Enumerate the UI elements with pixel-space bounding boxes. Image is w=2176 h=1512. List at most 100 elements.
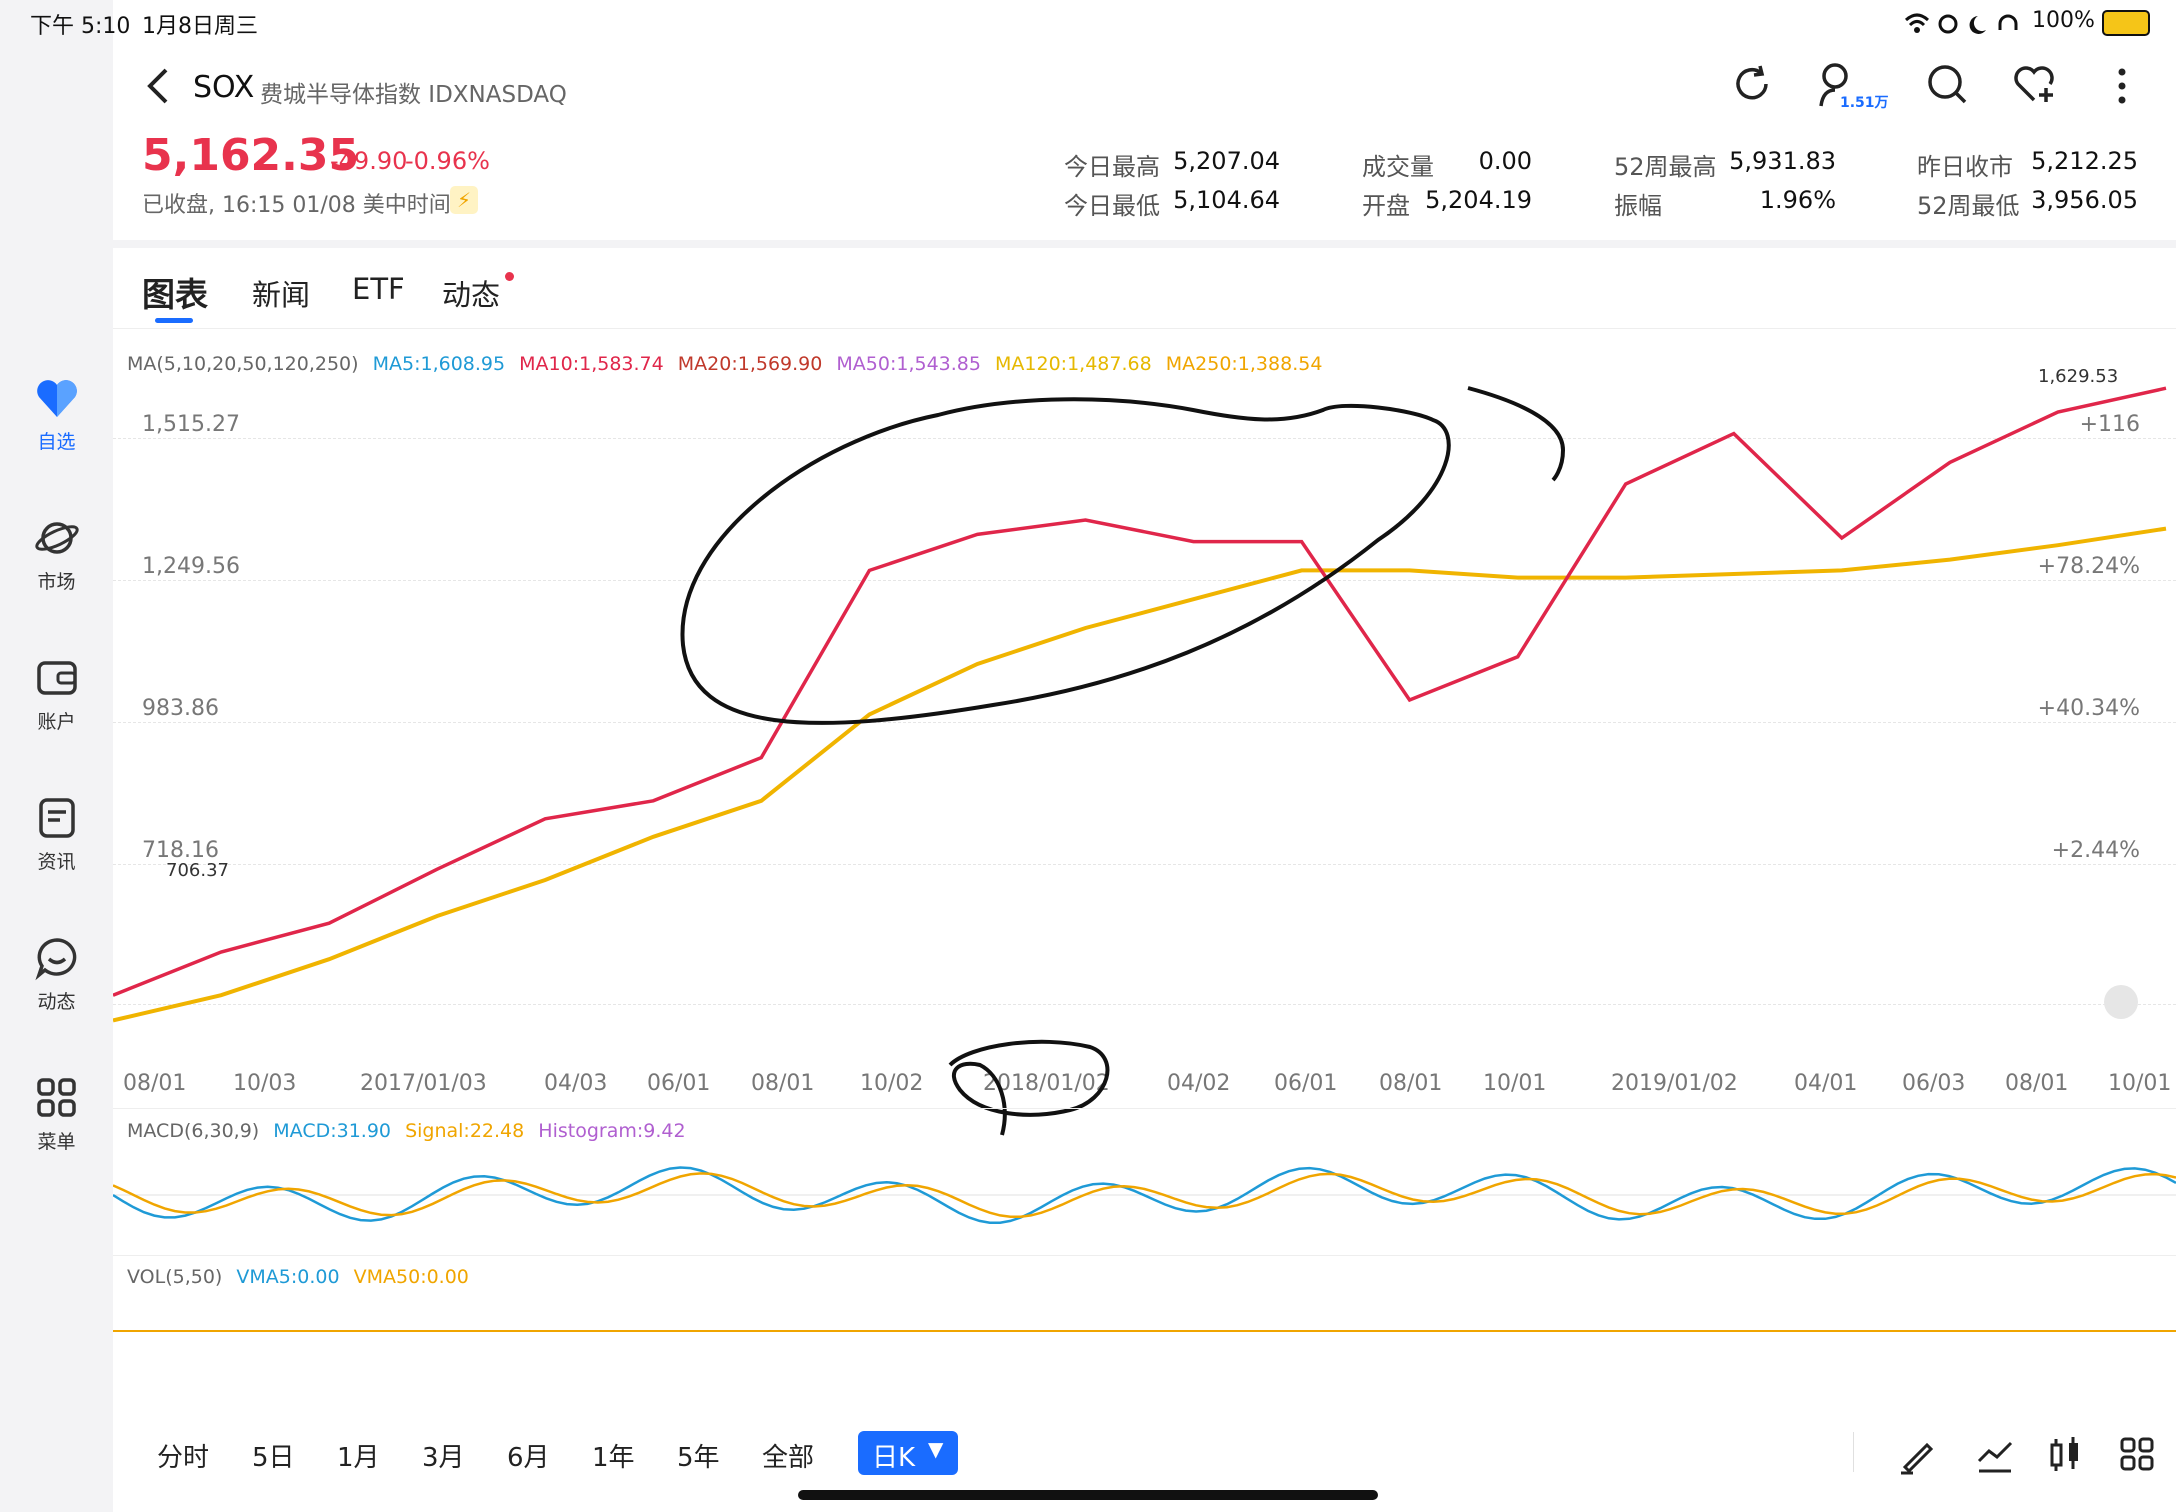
range-1y[interactable]: 1年 xyxy=(592,1443,635,1473)
ma-legend: MA(5,10,20,50,120,250) MA5:1,608.95 MA10… xyxy=(127,353,1322,375)
tab-news[interactable]: 新闻 xyxy=(252,278,311,312)
heart-icon xyxy=(36,380,77,417)
vol-title: VOL(5,50) xyxy=(127,1266,223,1288)
grid-line xyxy=(113,864,2176,865)
sidebar-item-watchlist[interactable]: 自选 xyxy=(0,375,113,454)
panel-separator xyxy=(113,1255,2176,1256)
stat-label: 昨日收市 xyxy=(1917,153,2013,181)
reset-zoom-icon[interactable] xyxy=(2104,985,2138,1019)
stat-label: 今日最低 xyxy=(1064,192,1160,220)
grid-line xyxy=(113,438,2176,439)
x-axis-label: 10/02 xyxy=(860,1071,924,1096)
range-intraday[interactable]: 分时 xyxy=(157,1443,210,1473)
stat-label: 振幅 xyxy=(1614,192,1662,220)
more-icon[interactable] xyxy=(2112,64,2132,108)
add-watchlist-heart-icon[interactable] xyxy=(2012,62,2060,106)
x-axis-label: 06/03 xyxy=(1902,1071,1966,1096)
sidebar-item-news[interactable]: 资讯 xyxy=(0,795,113,874)
range-all[interactable]: 全部 xyxy=(762,1443,815,1473)
stat-label: 52周最低 xyxy=(1917,192,2020,220)
panel-separator xyxy=(113,1108,2176,1109)
sidebar-item-activity[interactable]: 动态 xyxy=(0,935,113,1014)
interval-label: 日K xyxy=(872,1443,916,1473)
layout-grid-icon[interactable] xyxy=(2118,1435,2158,1475)
stat-label: 今日最高 xyxy=(1064,153,1160,181)
range-6m[interactable]: 6月 xyxy=(507,1443,550,1473)
x-axis-label: 10/03 xyxy=(233,1071,297,1096)
follow-icon[interactable] xyxy=(1815,60,1861,110)
pct-axis-label: +116 xyxy=(2079,412,2140,437)
macd-line xyxy=(113,1166,2176,1224)
planet-icon xyxy=(34,522,79,554)
macd-legend: MACD(6,30,9) MACD:31.90 Signal:22.48 His… xyxy=(127,1120,686,1142)
sidebar-item-label: 资讯 xyxy=(37,851,76,873)
subscriber-count: 1.51万 xyxy=(1840,95,1889,111)
range-5y[interactable]: 5年 xyxy=(677,1443,720,1473)
ma5-value: MA5:1,608.95 xyxy=(372,353,506,375)
stat-value: 5,204.19 xyxy=(1425,186,1532,214)
grid-line xyxy=(113,1004,2176,1005)
hand-drawn-date-circle xyxy=(948,1039,1110,1136)
wifi-icon xyxy=(1904,13,2018,34)
stat-label: 开盘 xyxy=(1362,192,1410,220)
x-axis-label: 2017/01/03 xyxy=(360,1071,487,1096)
hand-drawn-circle xyxy=(680,397,1451,725)
tab-etf[interactable]: ETF xyxy=(352,272,405,306)
indicator-icon[interactable] xyxy=(1975,1435,2015,1475)
section-divider xyxy=(113,240,2176,248)
vma-line xyxy=(113,1330,2176,1332)
pct-axis-label: +2.44% xyxy=(2051,838,2140,863)
vma50-value: VMA50:0.00 xyxy=(353,1266,469,1288)
low-marker-label: 706.37 xyxy=(166,860,229,881)
ma10-value: MA10:1,583.74 xyxy=(519,353,664,375)
grid-line xyxy=(113,722,2176,723)
x-axis-label: 10/01 xyxy=(2108,1071,2172,1096)
ma-legend-title: MA(5,10,20,50,120,250) xyxy=(127,353,359,375)
stat-value: 3,956.05 xyxy=(2031,186,2138,214)
stat-value: 5,207.04 xyxy=(1173,147,1280,175)
pct-axis-label: +40.34% xyxy=(2037,696,2140,721)
sidebar-item-account[interactable]: 账户 xyxy=(0,655,113,734)
chevron-down-icon: ▼ xyxy=(928,1437,944,1461)
x-axis-label: 04/02 xyxy=(1167,1071,1231,1096)
interval-dropdown[interactable]: 日K ▼ xyxy=(858,1431,958,1475)
ma20-value: MA20:1,569.90 xyxy=(677,353,823,375)
x-axis-label: 2018/01/02 xyxy=(983,1071,1110,1096)
sidebar-item-menu[interactable]: 菜单 xyxy=(0,1075,113,1154)
wallet-icon xyxy=(36,661,77,695)
range-5d[interactable]: 5日 xyxy=(252,1443,295,1473)
ma250-line xyxy=(113,526,2167,1023)
notification-dot xyxy=(505,272,514,281)
x-axis-label: 2019/01/02 xyxy=(1611,1071,1738,1096)
ma120-value: MA120:1,487.68 xyxy=(995,353,1152,375)
pct-axis-label: +78.24% xyxy=(2037,554,2140,579)
sidebar-item-market[interactable]: 市场 xyxy=(0,515,113,594)
tab-activity[interactable]: 动态 xyxy=(442,278,501,312)
price-chart[interactable] xyxy=(113,340,2176,1060)
macd-title: MACD(6,30,9) xyxy=(127,1120,260,1142)
tab-chart[interactable]: 图表 xyxy=(142,275,208,314)
hand-drawn-flick xyxy=(1467,386,1566,482)
stat-value: 5,104.64 xyxy=(1173,186,1280,214)
status-date: 1月8日周三 xyxy=(142,14,258,39)
lightning-icon[interactable]: ⚡ xyxy=(450,186,478,214)
price-axis-label: 718.16 xyxy=(142,838,219,863)
range-3m[interactable]: 3月 xyxy=(422,1443,465,1473)
chat-icon xyxy=(34,938,76,981)
vma5-value: VMA5:0.00 xyxy=(236,1266,340,1288)
range-1m[interactable]: 1月 xyxy=(337,1443,380,1473)
market-status: 已收盘, 16:15 01/08 美中时间 xyxy=(142,193,451,218)
stat-label: 成交量 xyxy=(1362,153,1434,181)
x-axis-label: 08/01 xyxy=(1379,1071,1443,1096)
sidebar-item-label: 自选 xyxy=(37,431,76,453)
high-marker-label: 1,629.53 xyxy=(2038,366,2119,387)
battery-icon xyxy=(2102,10,2150,36)
back-chevron-icon[interactable] xyxy=(140,64,176,108)
refresh-icon[interactable] xyxy=(1730,62,1774,106)
x-axis-label: 04/03 xyxy=(544,1071,608,1096)
toolbar-divider xyxy=(1853,1432,1854,1472)
sidebar-item-label: 动态 xyxy=(37,991,76,1013)
candlestick-icon[interactable] xyxy=(2045,1435,2085,1475)
search-icon[interactable] xyxy=(1925,62,1969,106)
draw-pencil-icon[interactable] xyxy=(1897,1435,1937,1475)
